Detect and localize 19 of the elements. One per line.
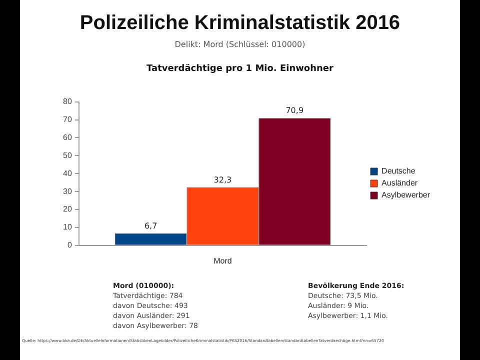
legend-label: Ausländer <box>382 178 418 188</box>
y-tick-label: 70 <box>62 114 72 124</box>
y-tick-label: 0 <box>67 240 72 250</box>
text: Tatverdächtige pro 1 Mio. Einwohner <box>146 64 334 74</box>
legend-label: Deutsche <box>382 166 416 176</box>
x-tick-label: Mord <box>214 256 232 266</box>
chart-subtitle: Delikt: Mord (Schlüssel: 010000) <box>174 40 306 49</box>
data-label: 32,3 <box>214 176 232 184</box>
legend-label: Asylbewerber <box>382 190 430 200</box>
y-tick-label: 30 <box>62 186 72 196</box>
y-tick-label: 80 <box>62 97 72 106</box>
y-tick-label: 40 <box>62 168 72 178</box>
y-tick-label: 60 <box>62 132 72 142</box>
data-label: 6,7 <box>144 221 158 230</box>
y-tick-label: 50 <box>62 150 72 160</box>
chart-title: Polizeiliche Kriminalstatistik 2016 <box>78 12 402 35</box>
y-tick-label: 10 <box>62 222 72 232</box>
data-label: 70,9 <box>286 106 304 116</box>
y-tick-label: 20 <box>62 204 72 214</box>
